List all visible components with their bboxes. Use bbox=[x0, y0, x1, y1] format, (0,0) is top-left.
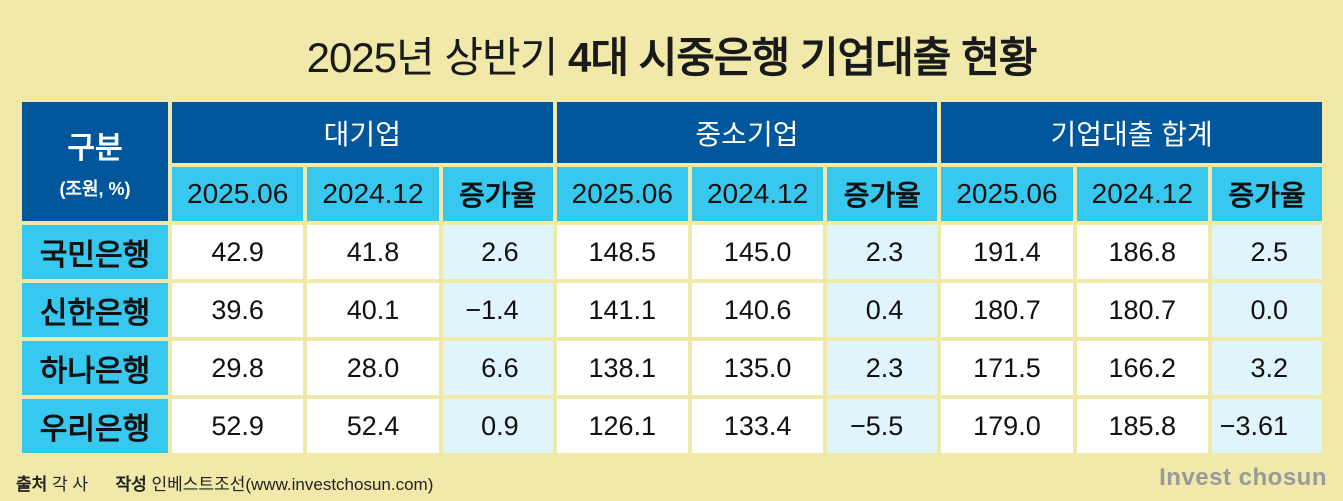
corner-label: 구분 bbox=[67, 131, 123, 165]
table-cell-value: 52.9 bbox=[172, 399, 304, 453]
subheader-date: 2024.12 bbox=[691, 167, 824, 221]
bank-name: 신한은행 bbox=[22, 283, 168, 337]
group-header-total: 기업대출 합계 bbox=[941, 102, 1322, 163]
table-row: 하나은행 29.8 28.0 6.6 138.1 135.0 2.3 171.5 166.2 3.… bbox=[22, 341, 1322, 395]
corner-header: 구분 (조원, %) bbox=[22, 102, 168, 221]
title-normal: 2025년 상반기 bbox=[306, 34, 559, 81]
table-cell-value: 140.6 bbox=[691, 283, 824, 337]
bank-name: 국민은행 bbox=[22, 225, 168, 279]
author-label: 작성 bbox=[115, 475, 147, 494]
table-cell-value: 141.1 bbox=[556, 283, 688, 337]
table-cell-value: 186.8 bbox=[1076, 225, 1208, 279]
table-cell-value: 52.4 bbox=[307, 399, 439, 453]
table-cell-rate: 2.6 bbox=[442, 225, 553, 279]
subheader-rate: 증가율 bbox=[1211, 167, 1322, 221]
table-row: 우리은행 52.9 52.4 0.9 126.1 133.4 −5.5 179.0 185.8−… bbox=[22, 399, 1322, 453]
table-cell-rate: 0.9 bbox=[442, 399, 553, 453]
table-cell-rate: 0.0 bbox=[1211, 283, 1322, 337]
bank-name: 우리은행 bbox=[22, 399, 168, 453]
table-cell-rate: 2.3 bbox=[827, 225, 938, 279]
source-label: 출처 bbox=[16, 475, 48, 494]
title-bold: 4대 시중은행 기업대출 현황 bbox=[567, 34, 1037, 81]
subheader-date: 2025.06 bbox=[172, 167, 304, 221]
author-value: 인베스트조선(www.investchosun.com) bbox=[151, 475, 434, 494]
table-cell-value: 145.0 bbox=[691, 225, 824, 279]
page-title: 2025년 상반기 4대 시중은행 기업대출 현황 bbox=[0, 24, 1343, 85]
table-cell-value: 135.0 bbox=[691, 341, 824, 395]
table-cell-rate: 3.2 bbox=[1211, 341, 1322, 395]
group-header-large: 대기업 bbox=[172, 102, 553, 163]
table-cell-rate: −3.61 bbox=[1211, 399, 1322, 453]
subheader-rate: 증가율 bbox=[827, 167, 938, 221]
table-cell-value: 180.7 bbox=[941, 283, 1073, 337]
table-cell-value: 166.2 bbox=[1076, 341, 1208, 395]
table-cell-value: 148.5 bbox=[556, 225, 688, 279]
table-cell-value: 179.0 bbox=[941, 399, 1073, 453]
table-cell-rate: 0.4 bbox=[827, 283, 938, 337]
footer-credits: 출처 각 사 작성 인베스트조선(www.investchosun.com) bbox=[16, 470, 433, 495]
table-cell-rate: 2.3 bbox=[827, 341, 938, 395]
subheader-date: 2024.12 bbox=[307, 167, 439, 221]
table-cell-value: 185.8 bbox=[1076, 399, 1208, 453]
subheader-date: 2025.06 bbox=[556, 167, 688, 221]
corner-unit: (조원, %) bbox=[59, 178, 131, 199]
table-cell-rate: 6.6 bbox=[442, 341, 553, 395]
table-cell-value: 40.1 bbox=[307, 283, 439, 337]
subheader-date: 2025.06 bbox=[941, 167, 1073, 221]
table-body: 국민은행 42.9 41.8 2.6 148.5 145.0 2.3 191.4 186.8 2.… bbox=[22, 225, 1322, 453]
table-cell-value: 138.1 bbox=[556, 341, 688, 395]
source-value: 각 사 bbox=[52, 475, 89, 494]
table-cell-value: 39.6 bbox=[172, 283, 304, 337]
table-cell-rate: −1.4 bbox=[442, 283, 553, 337]
group-header-sme: 중소기업 bbox=[556, 102, 938, 163]
table-cell-value: 126.1 bbox=[556, 399, 688, 453]
brand-logo: Invest chosun bbox=[1159, 464, 1327, 491]
table-cell-value: 42.9 bbox=[172, 225, 304, 279]
table-cell-rate: 2.5 bbox=[1211, 225, 1322, 279]
table-cell-value: 28.0 bbox=[307, 341, 439, 395]
subheader-date: 2024.12 bbox=[1076, 167, 1208, 221]
subheader-rate: 증가율 bbox=[442, 167, 553, 221]
table-cell-value: 180.7 bbox=[1076, 283, 1208, 337]
loan-table: 구분 (조원, %) 대기업 중소기업 기업대출 합계 2025.06 2024… bbox=[18, 98, 1326, 457]
bank-name: 하나은행 bbox=[22, 341, 168, 395]
table-row: 국민은행 42.9 41.8 2.6 148.5 145.0 2.3 191.4 186.8 2.… bbox=[22, 225, 1322, 279]
table-row: 신한은행 39.6 40.1 −1.4 141.1 140.6 0.4 180.7 180.7 0… bbox=[22, 283, 1322, 337]
table-cell-value: 29.8 bbox=[172, 341, 304, 395]
table-cell-value: 171.5 bbox=[941, 341, 1073, 395]
table-cell-value: 133.4 bbox=[691, 399, 824, 453]
table-cell-value: 41.8 bbox=[307, 225, 439, 279]
table-cell-value: 191.4 bbox=[941, 225, 1073, 279]
table-cell-rate: −5.5 bbox=[827, 399, 938, 453]
